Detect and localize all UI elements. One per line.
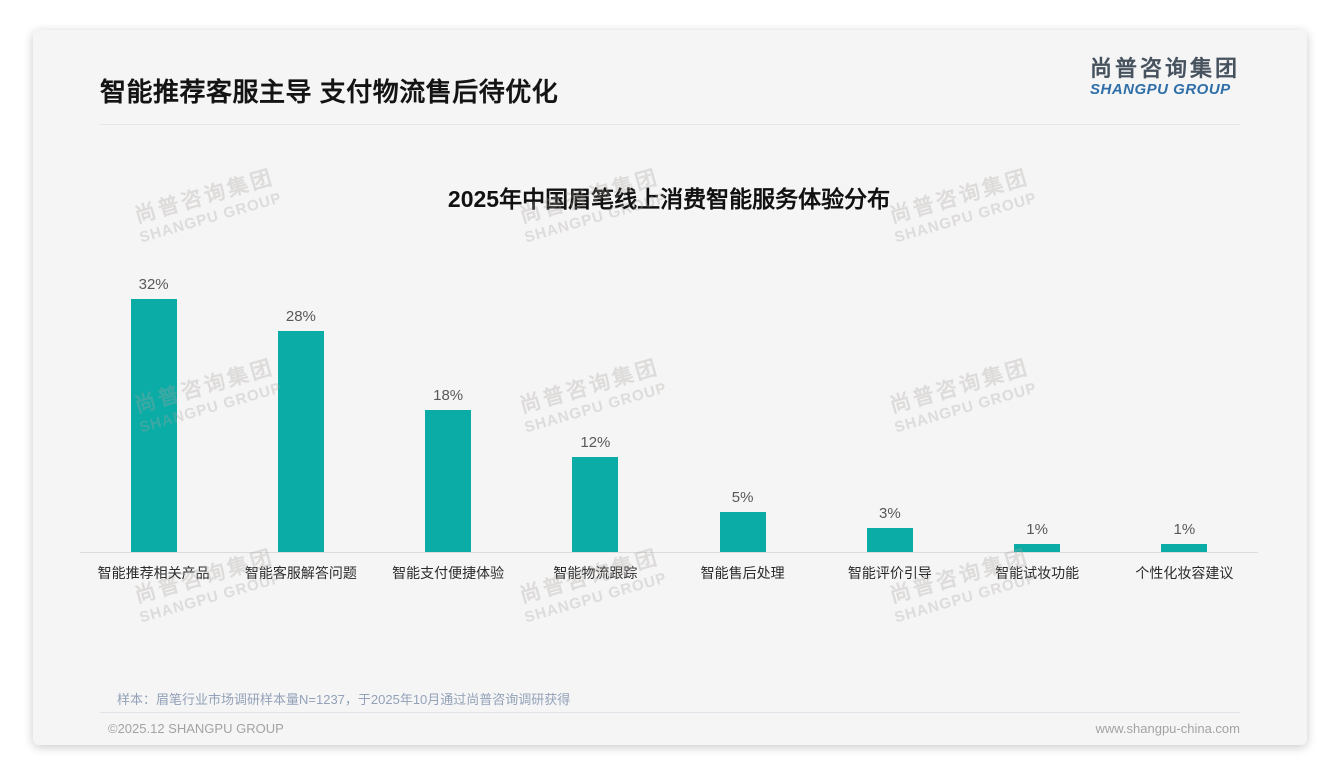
company-logo: 尚普咨询集团 SHANGPU GROUP — [1090, 56, 1240, 98]
report-slide: 智能推荐客服主导 支付物流售后待优化 尚普咨询集团 SHANGPU GROUP … — [33, 30, 1307, 745]
bar — [719, 512, 766, 552]
bar-value-label: 5% — [731, 489, 754, 506]
bar-column: 28% — [227, 308, 374, 552]
category-label: 智能客服解答问题 — [244, 565, 357, 581]
logo-en-text: SHANGPU GROUP — [1089, 81, 1231, 99]
bar — [1014, 544, 1061, 552]
bar-column: 32% — [80, 276, 227, 552]
bar-value-label: 28% — [285, 308, 316, 325]
bar — [866, 528, 913, 552]
website-url: www.shangpu-china.com — [1095, 721, 1240, 736]
sample-note: 样本：眉笔行业市场调研样本量N=1237，于2025年10月通过尚普咨询调研获得 — [117, 692, 571, 707]
watermark: 尚普咨询集团 SHANGPU GROUP — [884, 541, 1039, 627]
bar — [425, 410, 472, 552]
category-label: 智能试妆功能 — [995, 565, 1080, 581]
bar — [1161, 544, 1208, 552]
bar-value-label: 12% — [580, 434, 611, 451]
category-label: 智能支付便捷体验 — [392, 565, 505, 581]
logo-cn-text: 尚普咨询集团 — [1089, 56, 1240, 81]
bar — [572, 457, 619, 552]
bar — [130, 299, 177, 552]
bar-value-label: 3% — [879, 505, 901, 522]
category-label: 智能物流跟踪 — [553, 565, 638, 581]
bar-column: 3% — [816, 505, 963, 552]
category-label: 智能售后处理 — [700, 565, 785, 581]
bar-chart: 32% 28% 18% 12% 5% 3% 1% 1% — [80, 275, 1258, 553]
category-label: 个性化妆容建议 — [1135, 565, 1234, 581]
bar-column: 1% — [1111, 521, 1258, 552]
bar-value-label: 32% — [138, 276, 169, 293]
bar — [277, 331, 324, 552]
page-title: 智能推荐客服主导 支付物流售后待优化 — [100, 77, 559, 107]
bar-column: 12% — [522, 434, 669, 552]
chart-title: 2025年中国眉笔线上消费智能服务体验分布 — [447, 186, 891, 212]
watermark: 尚普咨询集团 SHANGPU GROUP — [129, 541, 284, 627]
watermark: 尚普咨询集团 SHANGPU GROUP — [514, 541, 669, 627]
bar-column: 5% — [669, 489, 816, 552]
category-label: 智能评价引导 — [847, 565, 932, 581]
header-divider — [100, 124, 1240, 125]
category-label: 智能推荐相关产品 — [97, 565, 210, 581]
bar-value-label: 1% — [1026, 521, 1048, 538]
x-axis-labels: 智能推荐相关产品 智能客服解答问题 智能支付便捷体验 智能物流跟踪 智能售后处理 智能评价… — [80, 563, 1258, 583]
bar-value-label: 18% — [433, 387, 464, 404]
footer-divider — [100, 712, 1240, 713]
bar-column: 18% — [375, 387, 522, 552]
bar-column: 1% — [964, 521, 1111, 552]
bar-value-label: 1% — [1173, 521, 1196, 538]
copyright-text: ©2025.12 SHANGPU GROUP — [108, 721, 284, 736]
